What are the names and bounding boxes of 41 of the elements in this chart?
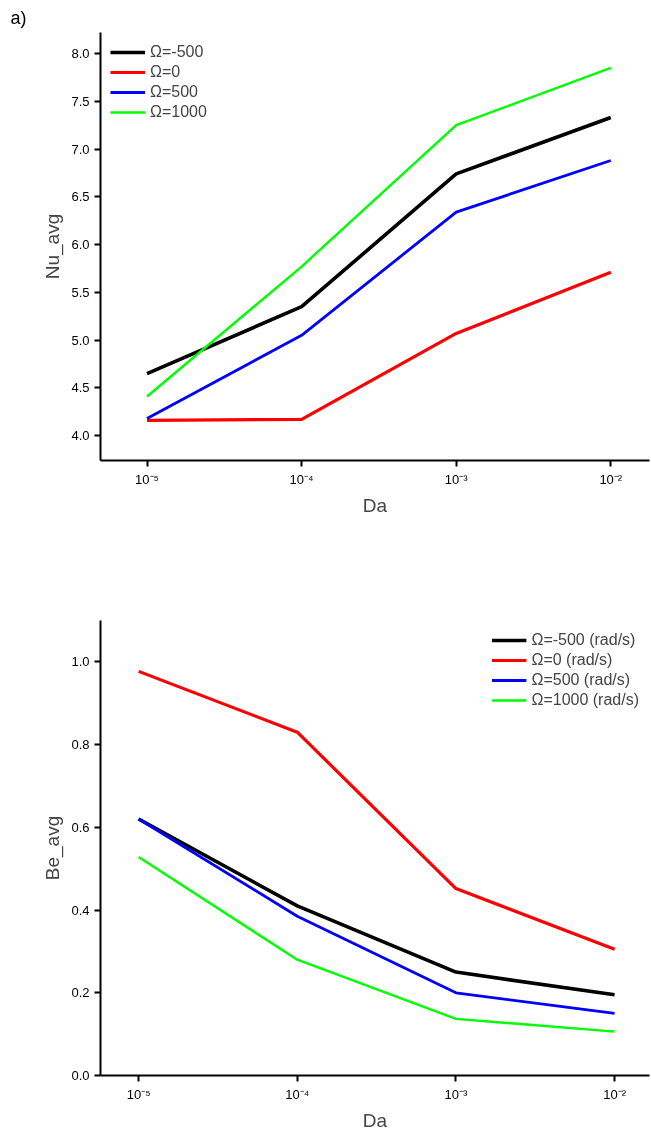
y-tick-label: 5.5	[71, 284, 90, 300]
y-axis-title: Be_avg	[42, 815, 65, 881]
y-tick-label: 5.0	[71, 332, 90, 348]
legend-label: Ω=500	[150, 83, 198, 101]
x-axis-title: Da	[362, 494, 388, 516]
y-tick-label: 7.0	[71, 141, 90, 157]
x-tick-label: 10⁻⁵	[126, 1086, 151, 1102]
x-tick-label: 10⁻³	[444, 1086, 468, 1102]
y-tick-label: 7.5	[71, 93, 90, 109]
legend-label: Ω=1000 (rad/s)	[531, 691, 639, 709]
y-tick-label: 4.5	[71, 380, 90, 396]
y-tick-label: 0.8	[71, 737, 90, 753]
y-tick-label: 0.6	[71, 819, 90, 835]
x-tick-label: 10⁻⁵	[135, 471, 159, 487]
x-axis-title: Da	[362, 1109, 388, 1131]
text: a)	[10, 7, 27, 28]
legend-label: Ω=-500	[150, 43, 204, 61]
line-series	[145, 159, 613, 420]
legend-label: Ω=500 (rad/s)	[531, 671, 631, 689]
line-series	[137, 855, 616, 1033]
line-series	[145, 270, 613, 422]
x-tick-label: 10⁻²	[599, 471, 623, 487]
x-tick-label: 10⁻⁴	[289, 471, 314, 487]
line-series	[145, 66, 612, 398]
x-tick-label: 10⁻²	[603, 1086, 627, 1102]
y-tick-label: 6.5	[71, 189, 90, 205]
line-series	[145, 115, 613, 376]
legend-label: Ω=0	[150, 63, 181, 81]
y-tick-label: 6.0	[71, 237, 90, 253]
x-tick-label: 10⁻³	[444, 471, 469, 487]
legend-label: Ω=0 (rad/s)	[531, 651, 613, 669]
y-tick-label: 0.2	[71, 985, 90, 1001]
y-tick-label: 0.0	[71, 1068, 90, 1083]
legend-label: Ω=-500 (rad/s)	[531, 631, 636, 649]
y-tick-label: 8.0	[71, 46, 90, 62]
x-tick-label: 10⁻⁴	[285, 1086, 310, 1102]
y-axis-title: Nu_avg	[42, 213, 65, 280]
y-tick-label: 0.4	[71, 902, 90, 918]
y-tick-label: 1.0	[71, 654, 90, 670]
y-tick-label: 4.0	[71, 428, 90, 444]
legend-label: Ω=1000	[150, 103, 207, 121]
